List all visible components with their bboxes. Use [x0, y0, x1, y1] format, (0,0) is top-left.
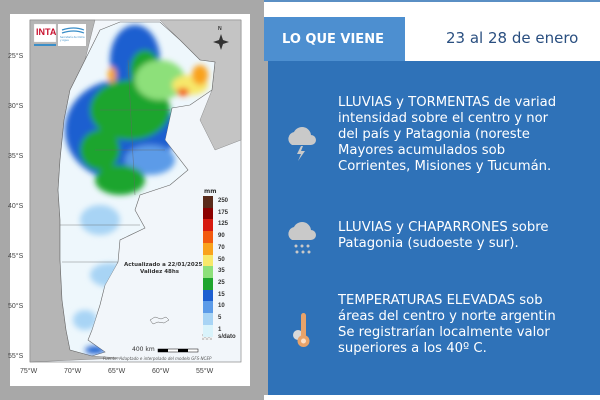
legend-no-data: s/dato: [218, 334, 236, 340]
scale-bar: [157, 348, 199, 353]
forecast-item-temperatures: TEMPERATURAS ELEVADAS sob áreas del centr…: [338, 293, 556, 356]
lon-tick: 75°W: [20, 368, 38, 375]
forecast-item-showers: LLUVIAS y CHAPARRONES sobre Patagonia (su…: [338, 220, 549, 251]
lat-tick: 25°S: [8, 53, 24, 60]
legend-label: 15: [218, 291, 225, 298]
legend-label: 50: [218, 256, 225, 263]
legend-label: 25: [218, 279, 225, 286]
legend-label: 250: [218, 198, 229, 204]
precipitation-field: [65, 25, 208, 354]
legend-label: 10: [218, 303, 225, 310]
legend-label: 35: [218, 268, 225, 275]
legend-unit: mm: [204, 188, 217, 195]
legend-swatch: [203, 231, 213, 244]
legend-swatch: [203, 277, 213, 290]
lat-tick: 30°S: [8, 103, 24, 110]
precipitation-map: [29, 19, 242, 363]
lon-tick: 70°W: [64, 368, 82, 375]
forecast-body: LLUVIAS y TORMENTAS de variad intensidad …: [264, 61, 600, 395]
updated-label: Actualizado a 22/01/2025: [124, 262, 203, 268]
rain-cloud-icon: [288, 222, 316, 254]
legend-label: 125: [218, 221, 229, 228]
falkland-islands: [149, 316, 170, 325]
legend-swatch: [203, 266, 213, 279]
lat-tick: 50°S: [8, 303, 24, 310]
inta-logo: INTA: [36, 27, 57, 37]
legend-swatch: [203, 242, 213, 255]
forecast-panel: LO QUE VIENE 23 al 28 de enero LLUVIAS y…: [264, 0, 600, 400]
lon-tick: 65°W: [108, 368, 126, 375]
storm-cloud-icon: [288, 127, 316, 161]
legend-label: 70: [218, 244, 225, 251]
date-range: 23 al 28 de enero: [446, 29, 579, 47]
legend-label: 175: [218, 209, 229, 216]
legend-swatch: [203, 219, 213, 232]
legend-swatch: [203, 207, 213, 220]
source-label: Fuente: Adaptado e interpolado del model…: [103, 356, 212, 361]
thermometer-sun-icon: [293, 313, 310, 347]
scale-label: 400 km: [132, 346, 155, 353]
legend-swatch: [203, 196, 213, 208]
lat-tick: 35°S: [8, 153, 24, 160]
forecast-item-storms: LLUVIAS y TORMENTAS de variad intensidad …: [338, 95, 557, 174]
legend-swatch: [203, 324, 213, 337]
compass-label: N: [218, 26, 222, 32]
legend-label: 1: [218, 326, 222, 333]
validity-label: Validez 48hs: [140, 269, 180, 275]
province-borders: [60, 59, 170, 263]
lat-tick: 55°S: [8, 353, 24, 360]
legend-swatch: [203, 254, 213, 267]
lat-tick: 45°S: [8, 253, 24, 260]
tab-lo-que-viene: LO QUE VIENE: [264, 17, 405, 61]
lon-tick: 55°W: [196, 368, 214, 375]
legend-label: 5: [218, 315, 222, 321]
legend-label: 90: [218, 233, 225, 240]
legend-swatch: [203, 313, 213, 325]
lat-tick: 40°S: [8, 203, 24, 210]
lon-tick: 60°W: [152, 368, 170, 375]
compass-rose-icon: [213, 34, 229, 50]
partner-logo: Secretaría de Clima y Agua: [60, 36, 85, 42]
legend-swatch: [203, 289, 213, 302]
legend-swatch: [203, 301, 213, 314]
